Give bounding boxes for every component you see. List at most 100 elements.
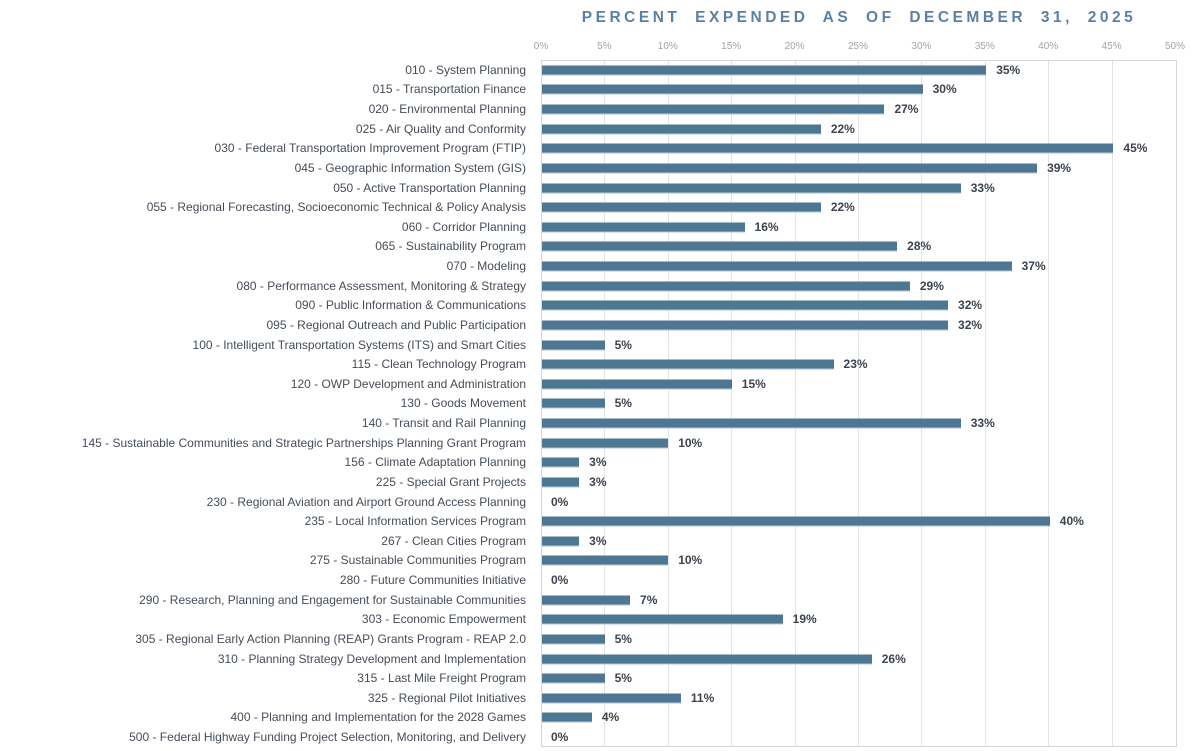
category-label: 090 - Public Information & Communication… <box>295 298 526 313</box>
bar <box>542 261 1012 271</box>
category-label: 315 - Last Mile Freight Program <box>357 671 526 686</box>
bar <box>542 654 872 664</box>
bar-row: 055 - Regional Forecasting, Socioeconomi… <box>0 197 1177 217</box>
value-label: 39% <box>1047 160 1072 175</box>
bar-track: 32% <box>541 315 1177 335</box>
value-label: 45% <box>1123 141 1148 156</box>
gridline <box>667 61 669 746</box>
bar-row: 140 - Transit and Rail Planning 33% <box>0 413 1177 433</box>
bar-row: 267 - Clean Cities Program 3% <box>0 531 1177 551</box>
bar-track: 4% <box>541 708 1177 728</box>
category-label: 130 - Goods Movement <box>400 396 526 411</box>
bar-row: 020 - Environmental Planning 27% <box>0 99 1177 119</box>
bar-row: 145 - Sustainable Communities and Strate… <box>0 433 1177 453</box>
bar <box>542 555 669 565</box>
category-label: 225 - Special Grant Projects <box>375 474 526 489</box>
category-label: 303 - Economic Empowerment <box>361 612 526 627</box>
value-label: 5% <box>614 396 632 411</box>
gridline <box>731 61 733 746</box>
x-axis-tick-label: 10% <box>657 41 678 52</box>
bar-row: 060 - Corridor Planning 16% <box>0 217 1177 237</box>
bar-track: 35% <box>541 60 1177 80</box>
bar-track: 5% <box>541 629 1177 649</box>
gridline <box>1048 61 1050 746</box>
value-label: 22% <box>830 121 855 136</box>
value-label: 37% <box>1021 259 1046 274</box>
bar <box>542 143 1114 153</box>
x-axis-tick-label: 45% <box>1101 41 1122 52</box>
bar <box>542 418 961 428</box>
x-axis-tick-label: 40% <box>1038 41 1059 52</box>
bar <box>542 398 605 408</box>
category-label: 010 - System Planning <box>405 62 526 77</box>
value-label: 5% <box>614 337 632 352</box>
value-label: 3% <box>589 455 607 470</box>
bar-track: 3% <box>541 531 1177 551</box>
bar-row: 050 - Active Transportation Planning 33% <box>0 178 1177 198</box>
bar-track: 33% <box>541 413 1177 433</box>
value-label: 4% <box>601 710 620 725</box>
value-label: 3% <box>589 533 607 548</box>
bar-row: 065 - Sustainability Program 28% <box>0 237 1177 257</box>
gridline <box>604 61 606 746</box>
bar <box>542 183 961 193</box>
category-label: 310 - Planning Strategy Development and … <box>217 651 526 666</box>
bar-track: 22% <box>541 197 1177 217</box>
gridline <box>921 61 923 746</box>
bar-track: 3% <box>541 472 1177 492</box>
category-label: 500 - Federal Highway Funding Project Se… <box>129 730 526 745</box>
value-label: 15% <box>741 376 766 391</box>
category-label: 145 - Sustainable Communities and Strate… <box>81 435 526 450</box>
x-axis-tick-label: 25% <box>847 41 869 52</box>
bar-track: 32% <box>541 296 1177 316</box>
value-label: 5% <box>614 671 632 686</box>
bar-track: 30% <box>541 80 1177 100</box>
bar-row: 325 - Regional Pilot Initiatives 11% <box>0 688 1177 708</box>
value-label: 29% <box>919 278 944 293</box>
x-axis-tick-label: 5% <box>597 41 612 52</box>
value-label: 11% <box>690 690 715 705</box>
category-label: 235 - Local Information Services Program <box>304 514 526 529</box>
category-label: 095 - Regional Outreach and Public Parti… <box>266 317 527 332</box>
bar-row: 045 - Geographic Information System (GIS… <box>0 158 1177 178</box>
bar-track: 0% <box>541 727 1177 747</box>
bar-track: 19% <box>541 610 1177 630</box>
bar-row: 130 - Goods Movement 5% <box>0 394 1177 414</box>
bar-track: 5% <box>541 668 1177 688</box>
value-label: 30% <box>932 82 957 97</box>
category-label: 025 - Air Quality and Conformity <box>355 121 526 136</box>
bar-track: 5% <box>541 335 1177 355</box>
bar-track: 0% <box>541 570 1177 590</box>
category-label: 120 - OWP Development and Administration <box>290 376 526 391</box>
category-label: 100 - Intelligent Transportation Systems… <box>192 337 526 352</box>
category-label: 280 - Future Communities Initiative <box>339 573 526 588</box>
category-label: 015 - Transportation Finance <box>372 82 526 97</box>
bar <box>542 163 1038 173</box>
bar-track: 33% <box>541 178 1177 198</box>
bar-track: 10% <box>541 551 1177 571</box>
category-label: 290 - Research, Planning and Engagement … <box>139 592 526 607</box>
bar <box>542 516 1050 526</box>
x-axis: 0% 5% 10% 15% 20% 25% 30% 35% 40% 45% 50% <box>534 41 1185 54</box>
bar <box>542 634 605 644</box>
bar-row: 500 - Federal Highway Funding Project Se… <box>0 727 1177 747</box>
bar-track: 3% <box>541 453 1177 473</box>
category-label: 305 - Regional Early Action Planning (RE… <box>135 631 526 646</box>
gridline <box>1111 61 1113 746</box>
category-label: 030 - Federal Transportation Improvement… <box>214 141 526 156</box>
bar-row: 303 - Economic Empowerment 19% <box>0 610 1177 630</box>
bar <box>542 536 580 546</box>
category-label: 156 - Climate Adaptation Planning <box>344 455 526 470</box>
value-label: 33% <box>970 180 995 195</box>
chart-title: PERCENT EXPENDED AS OF DECEMBER 31, 2025 <box>581 9 1137 26</box>
category-label: 115 - Clean Technology Program <box>351 357 526 372</box>
category-label: 275 - Sustainable Communities Program <box>309 553 526 568</box>
bar <box>542 614 783 624</box>
value-label: 27% <box>894 102 919 117</box>
bar-row: 115 - Clean Technology Program 23% <box>0 354 1177 374</box>
bar-row: 290 - Research, Planning and Engagement … <box>0 590 1177 610</box>
category-label: 020 - Environmental Planning <box>368 102 526 117</box>
value-label: 19% <box>792 612 817 627</box>
bar <box>542 222 745 232</box>
